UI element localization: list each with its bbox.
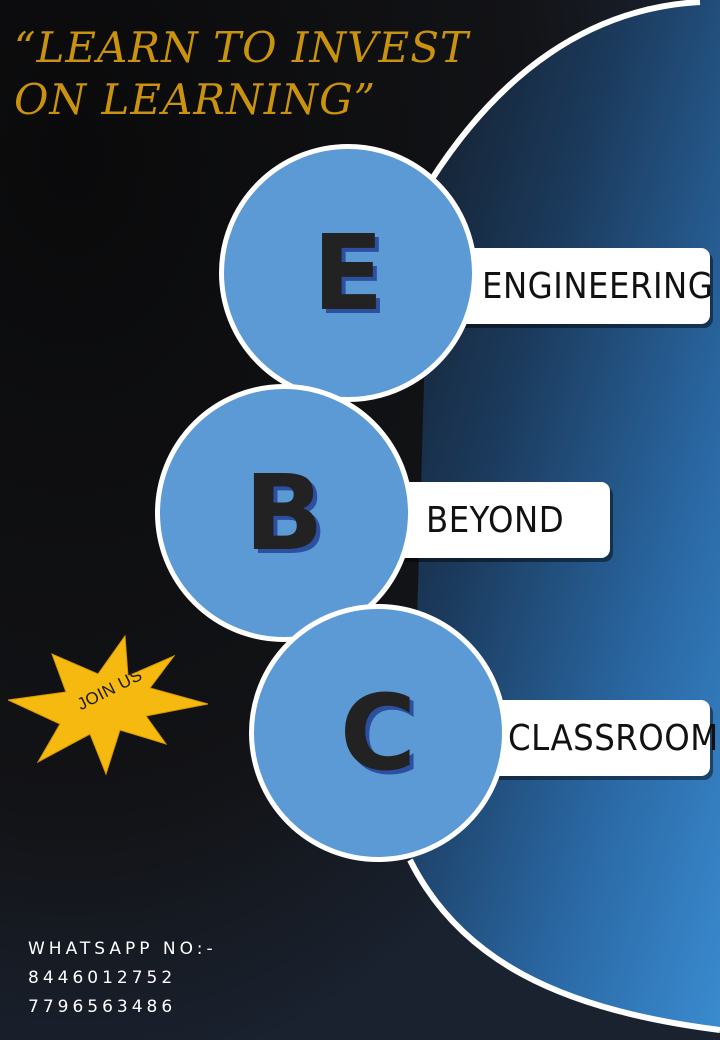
letter-e: E: [312, 212, 384, 334]
starburst-shape: [8, 634, 209, 776]
white-curve-line-lower: [407, 858, 720, 1033]
circle-c: C: [249, 604, 507, 862]
circle-e: E: [219, 144, 477, 402]
word-beyond: BEYOND: [426, 499, 565, 541]
white-curve-line: [427, 0, 701, 184]
whatsapp-label: WHATSAPP NO:-: [28, 939, 217, 959]
tagline-line-1: “LEARN TO INVEST: [14, 23, 469, 72]
tagline: “LEARN TO INVEST ON LEARNING”: [14, 22, 469, 126]
tag-classroom: CLASSROOM: [470, 700, 718, 776]
tag-engineering: ENGINEERING: [440, 248, 714, 324]
tag-beyond: BEYOND: [380, 482, 610, 558]
word-classroom: CLASSROOM: [508, 717, 719, 759]
contact-block: WHATSAPP NO:- 8446012752 7796563486: [28, 935, 217, 1022]
circle-b: B: [155, 384, 413, 642]
letter-b: B: [244, 452, 324, 574]
phone-number-2[interactable]: 7796563486: [28, 997, 177, 1017]
starburst-badge[interactable]: [8, 634, 218, 779]
word-engineering: ENGINEERING: [482, 265, 714, 307]
tagline-line-2: ON LEARNING”: [14, 75, 377, 124]
phone-number-1[interactable]: 8446012752: [28, 968, 177, 988]
letter-c: C: [339, 672, 417, 794]
